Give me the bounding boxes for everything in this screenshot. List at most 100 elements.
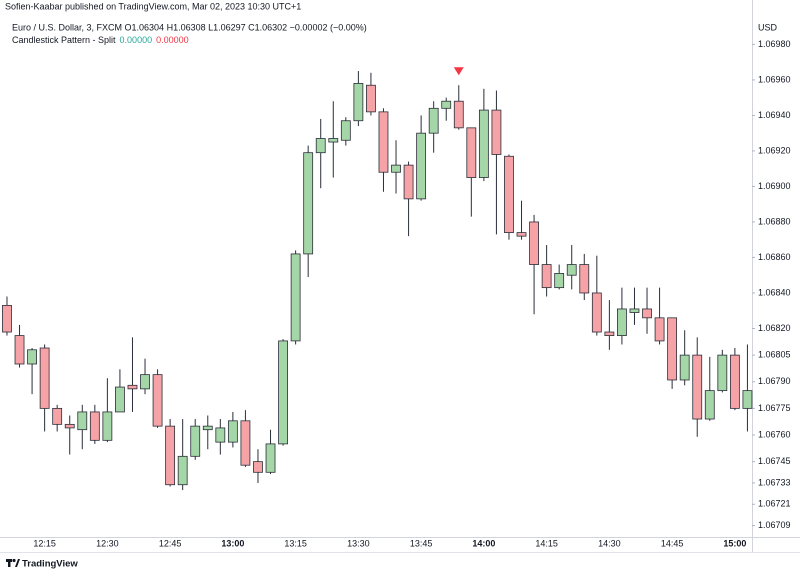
candle-body xyxy=(604,331,615,336)
logo-part xyxy=(8,559,11,567)
x-tick-label: 13:15 xyxy=(284,538,307,548)
candle-body xyxy=(253,461,263,473)
currency: USD xyxy=(758,22,778,32)
candle-body xyxy=(717,354,728,392)
y-tick-label: 1.06805 xyxy=(758,349,791,359)
y-tick-label: 1.06940 xyxy=(758,110,791,120)
candle-body xyxy=(491,109,502,155)
y-tick-label: 1.06860 xyxy=(758,252,791,262)
candle-body xyxy=(353,83,364,122)
candle-body xyxy=(227,420,238,443)
x-tick-label: 15:00 xyxy=(723,538,746,548)
y-tick-label: 1.06820 xyxy=(758,323,791,333)
y-tick-label: 1.06880 xyxy=(758,216,791,226)
candle-body xyxy=(52,407,63,425)
candle-body xyxy=(579,264,590,294)
candle-body xyxy=(240,420,251,466)
candle-body xyxy=(391,164,401,173)
candle-body xyxy=(541,264,552,289)
candle-body xyxy=(165,425,176,486)
indicator-value: 0.00000 xyxy=(156,35,189,45)
x-tick-label: 12:30 xyxy=(96,538,119,548)
candle-body xyxy=(692,354,703,420)
candle-body xyxy=(466,127,477,178)
candle-body xyxy=(654,317,665,342)
candle-body xyxy=(278,340,288,445)
indicator-label: Candlestick Pattern - Split 0.00000 0.0000… xyxy=(12,35,189,45)
x-tick-label: 13:00 xyxy=(221,538,244,548)
x-tick-label: 14:45 xyxy=(661,538,684,548)
candle-body xyxy=(428,107,439,134)
candle-body xyxy=(190,425,201,457)
candle-body xyxy=(416,132,427,200)
candle-body xyxy=(2,304,12,333)
logo-part xyxy=(15,559,20,567)
candle-body xyxy=(39,347,50,409)
candle-body xyxy=(102,411,113,441)
candle-body xyxy=(340,120,351,141)
x-tick-label: 13:30 xyxy=(347,538,370,548)
candle-body xyxy=(679,354,690,381)
brand-logo xyxy=(6,558,20,567)
y-tick-label: 1.06721 xyxy=(758,499,791,509)
candle-body xyxy=(403,164,414,200)
signal-marker xyxy=(453,67,464,76)
candle-body xyxy=(704,390,715,420)
y-tick-label: 1.06745 xyxy=(758,456,791,466)
candle-body xyxy=(77,411,88,431)
candle-body xyxy=(729,354,740,409)
candle-body xyxy=(453,100,464,129)
candle-body xyxy=(290,253,301,342)
candle-body xyxy=(303,152,314,255)
y-tick-label: 1.06920 xyxy=(758,145,791,155)
candle-body xyxy=(378,111,389,173)
x-tick-label: 12:15 xyxy=(33,538,56,548)
candle-body xyxy=(504,155,514,234)
candle-body xyxy=(366,84,376,113)
candle-body xyxy=(89,411,100,441)
x-tick-label: 14:15 xyxy=(535,538,558,548)
logo-part xyxy=(12,558,16,563)
candle-body xyxy=(202,425,213,431)
y-tick-label: 1.06709 xyxy=(758,520,791,530)
x-tick-label: 14:30 xyxy=(598,538,621,548)
candle-body xyxy=(742,390,753,409)
candle-body xyxy=(554,273,565,289)
x-tick-label: 12:45 xyxy=(159,538,182,548)
candle-body xyxy=(667,317,678,381)
candle-body xyxy=(127,384,138,390)
candle-body xyxy=(265,443,276,473)
y-tick-label: 1.06960 xyxy=(758,74,791,84)
x-tick-label: 13:45 xyxy=(410,538,433,548)
candle-body xyxy=(441,100,452,109)
candle-body xyxy=(27,349,37,365)
candle-body xyxy=(529,221,539,265)
candle-body xyxy=(591,292,602,333)
candle-body xyxy=(64,423,75,429)
candle-body xyxy=(177,455,188,486)
candle-body xyxy=(14,335,25,365)
candle-body xyxy=(328,138,339,143)
candle-body xyxy=(516,232,527,237)
legend: Euro / U.S. Dollar, 3, FXCM O1.06304 H1.… xyxy=(12,22,367,32)
candle-body xyxy=(115,386,125,413)
brand: TradingView xyxy=(22,559,78,570)
candle-body xyxy=(215,427,226,443)
candle-body xyxy=(478,109,489,178)
y-tick-label: 1.06980 xyxy=(758,39,791,49)
candle-body xyxy=(315,138,326,154)
candle-body xyxy=(152,374,163,427)
candle-body xyxy=(629,308,640,313)
y-tick-label: 1.06760 xyxy=(758,429,791,439)
candle-body xyxy=(140,374,150,390)
y-tick-label: 1.06775 xyxy=(758,403,791,413)
x-tick-label: 14:00 xyxy=(472,538,495,548)
indicator-value: 0.00000 xyxy=(120,35,153,45)
y-tick-label: 1.06900 xyxy=(758,181,791,191)
candle-body xyxy=(642,308,652,319)
candle-body xyxy=(617,308,627,336)
y-tick-label: 1.06790 xyxy=(758,376,791,386)
indicator-name: Candlestick Pattern - Split xyxy=(12,35,116,45)
y-tick-label: 1.06733 xyxy=(758,477,791,487)
